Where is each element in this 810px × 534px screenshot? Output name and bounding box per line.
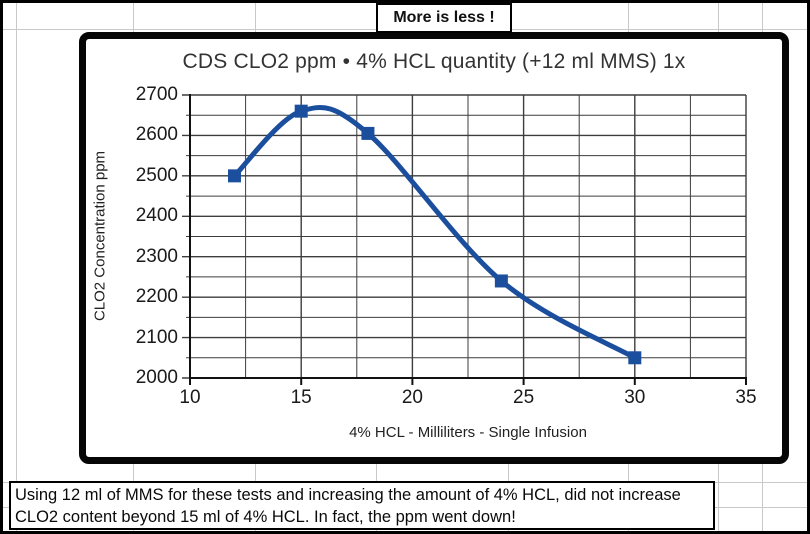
y-tick-label: 2000	[135, 367, 178, 388]
y-tick-label: 2300	[135, 245, 178, 267]
chart-area: CDS CLO2 ppm • 4% HCL quantity (+12 ml M…	[86, 39, 782, 456]
note-line-1: Using 12 ml of MMS for these tests and i…	[15, 486, 681, 504]
x-tick-label: 30	[624, 387, 646, 408]
x-axis-title: 4% HCL - Milliliters - Single Infusion	[349, 424, 587, 441]
note-box[interactable]: Using 12 ml of MMS for these tests and i…	[9, 481, 715, 530]
y-tick-label: 2400	[135, 205, 178, 227]
chart-frame[interactable]: CDS CLO2 ppm • 4% HCL quantity (+12 ml M…	[79, 32, 789, 464]
note-line-2: CLO2 content beyond 15 ml of 4% HCL. In …	[15, 508, 516, 526]
x-tick-label: 35	[735, 387, 757, 408]
header-label: More is less !	[393, 9, 495, 26]
y-tick-label: 2100	[135, 326, 178, 348]
x-tick-label: 10	[179, 387, 201, 408]
cell-gridline	[16, 3, 17, 531]
x-tick-label: 15	[290, 387, 312, 408]
y-tick-label: 2200	[135, 286, 178, 308]
header-cell[interactable]: More is less !	[376, 3, 512, 33]
y-tick-label: 2700	[135, 84, 178, 105]
chart-plot-svg	[182, 94, 747, 385]
chart-title: CDS CLO2 ppm • 4% HCL quantity (+12 ml M…	[182, 50, 686, 73]
x-tick-label: 25	[513, 387, 535, 408]
y-tick-label: 2500	[135, 164, 178, 186]
x-tick-label: 20	[401, 387, 423, 408]
y-tick-label: 2600	[135, 124, 178, 146]
